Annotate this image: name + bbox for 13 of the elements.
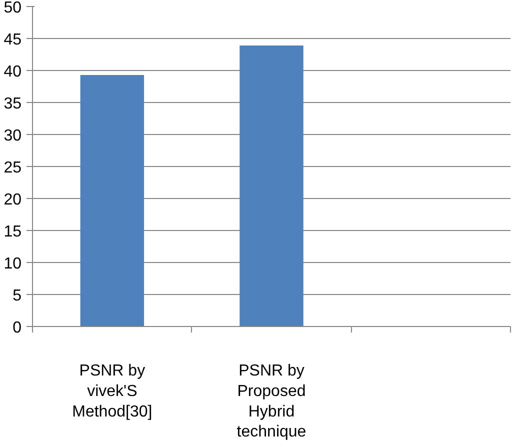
y-tick-label: 45	[4, 32, 22, 48]
x-tick-label: PSNR by Proposed Hybrid technique	[236, 362, 306, 441]
x-tick-label: PSNR by vivek'S Method[30]	[72, 362, 152, 420]
y-tick-label: 15	[4, 224, 22, 240]
y-tick-label: 0	[12, 320, 22, 336]
y-tick-label: 35	[4, 96, 22, 112]
y-tick-label: 40	[4, 64, 22, 80]
y-tick-label: 10	[4, 256, 22, 272]
y-tick-label: 30	[4, 128, 22, 144]
y-tick-label: 20	[4, 192, 22, 208]
y-tick-label: 5	[12, 288, 22, 304]
y-tick-label: 50	[4, 0, 22, 16]
y-tick-label: 25	[4, 160, 22, 176]
